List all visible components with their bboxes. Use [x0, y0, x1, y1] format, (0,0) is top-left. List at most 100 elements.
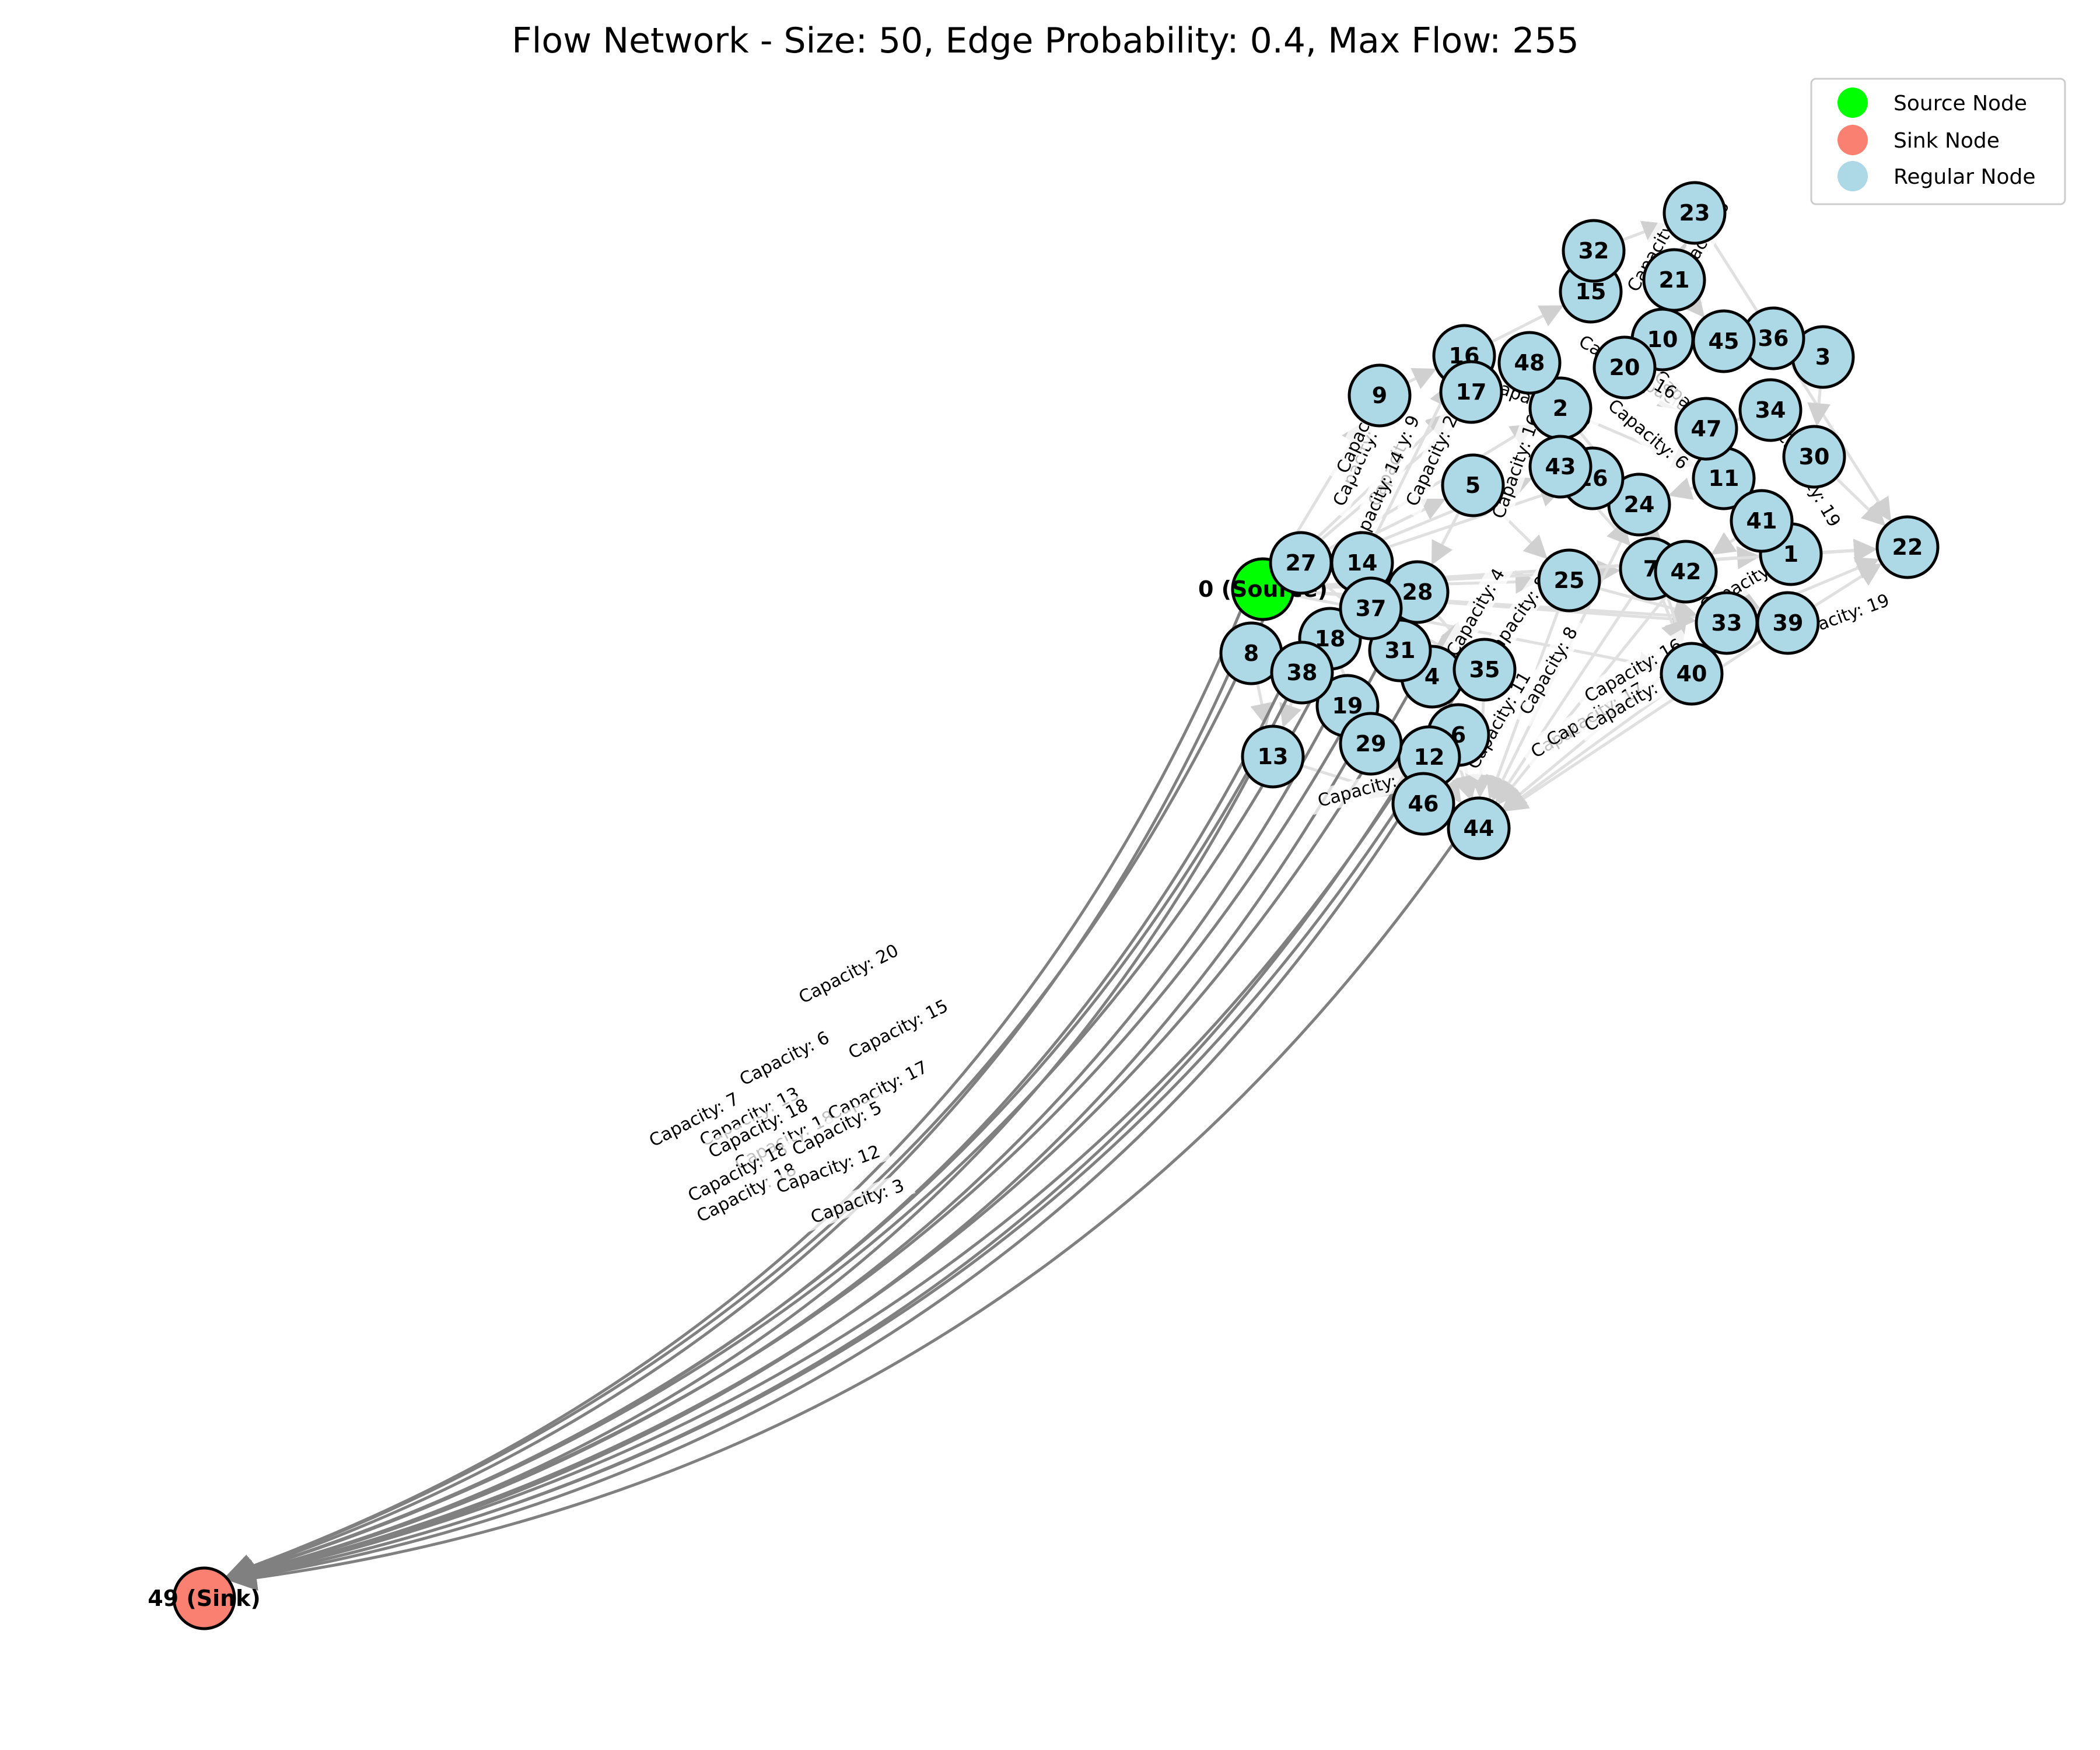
capacity-label-bg [1397, 404, 1467, 518]
capacity-label-bg [697, 1090, 820, 1168]
edge-25-to-33 [1598, 587, 1698, 621]
figure-title: Flow Network - Size: 50, Edge Probabilit… [512, 20, 1579, 61]
node-20: 20 [1592, 335, 1657, 400]
node-23-label: 23 [1679, 200, 1710, 226]
legend-marker-source [1838, 88, 1868, 118]
legend-label-regular: Regular Node [1894, 165, 2035, 189]
node-47-circle [1674, 397, 1738, 461]
node-49-circle [172, 1566, 236, 1630]
node-13-label: 13 [1258, 744, 1289, 769]
node-22-label: 22 [1892, 534, 1923, 560]
node-41: 41 [1730, 489, 1794, 553]
capacity-label-bg [728, 1022, 841, 1096]
node-25-circle [1537, 548, 1601, 612]
node-32: 32 [1562, 219, 1626, 283]
edge-8-to-sink [226, 673, 1230, 1581]
node-43-circle [1528, 435, 1592, 499]
node-29-circle [1339, 712, 1403, 776]
node-42-circle [1654, 540, 1718, 604]
node-37-label: 37 [1356, 596, 1387, 621]
capacity-label-bg [765, 1137, 891, 1202]
node-8-label: 8 [1244, 640, 1259, 666]
node-17-label: 17 [1456, 379, 1487, 405]
node-33-label: 33 [1712, 610, 1742, 636]
node-43-label: 43 [1545, 454, 1576, 480]
edge-5-to-28 [1431, 511, 1461, 565]
node-23-circle [1662, 181, 1727, 245]
node-21-circle [1642, 248, 1706, 312]
node-38: 38 [1270, 640, 1334, 705]
node-3-label: 3 [1815, 344, 1831, 370]
legend-marker-sink [1838, 125, 1868, 155]
node-45-label: 45 [1709, 328, 1740, 354]
node-17: 17 [1439, 360, 1503, 424]
node-28-label: 28 [1402, 579, 1433, 605]
legend-label-source: Source Node [1894, 92, 2027, 116]
node-38-circle [1270, 640, 1334, 705]
node-38-label: 38 [1287, 660, 1318, 685]
node-2: 2 [1528, 376, 1592, 440]
node-29-label: 29 [1356, 731, 1387, 757]
capacity-label-bg [1510, 615, 1588, 727]
sink-edge-layer [226, 583, 1462, 1591]
legend-label-sink: Sink Node [1894, 129, 2000, 153]
legend-item-sink: Sink Node [1838, 125, 2000, 155]
node-20-label: 20 [1609, 355, 1640, 380]
node-48-circle [1497, 331, 1562, 395]
node-13: 13 [1241, 724, 1305, 789]
node-42-label: 42 [1671, 559, 1702, 584]
node-40: 40 [1660, 642, 1724, 706]
capacity-label-bg [837, 991, 960, 1069]
legend-item-source: Source Node [1838, 88, 2027, 118]
node-21-label: 21 [1659, 267, 1690, 293]
edge-11-to-24 [1668, 477, 1696, 500]
node-27: 27 [1269, 531, 1333, 595]
node-44-label: 44 [1464, 816, 1494, 841]
node-17-circle [1439, 360, 1503, 424]
legend-frame [1810, 78, 2066, 205]
node-3: 3 [1791, 325, 1855, 389]
capacity-label-text: Capacity: 6 [736, 1027, 832, 1090]
capacity-label-bg [799, 1171, 916, 1233]
node-40-label: 40 [1676, 661, 1707, 687]
node-45: 45 [1692, 309, 1756, 373]
edge-21-to-45 [1681, 292, 1705, 318]
edge-31-to-sink [228, 668, 1378, 1584]
node-44: 44 [1447, 796, 1511, 860]
edge-46-to-sink [230, 820, 1399, 1589]
node-23: 23 [1662, 181, 1727, 245]
node-39: 39 [1756, 591, 1820, 655]
edge-6-to-sink [229, 751, 1435, 1588]
node-34-label: 34 [1755, 397, 1786, 423]
capacity-label: Capacity: 15 [837, 991, 960, 1069]
capacity-label: Capacity: 20 [788, 935, 910, 1013]
edge-35-to-sink [229, 687, 1462, 1587]
node-34: 34 [1738, 378, 1803, 442]
capacity-label-bg [780, 1092, 894, 1166]
node-9-circle [1348, 363, 1412, 428]
edge-7-to-44 [1495, 593, 1636, 803]
node-44-circle [1447, 796, 1511, 860]
edge-38-to-13 [1279, 701, 1302, 728]
node-41-circle [1730, 489, 1794, 553]
node-27-circle [1269, 531, 1333, 595]
node-5-circle [1441, 453, 1505, 517]
node-11-label: 11 [1709, 466, 1740, 491]
node-35-label: 35 [1469, 657, 1500, 682]
node-32-circle [1562, 219, 1626, 283]
node-49-label: 49 (Sink) [148, 1586, 261, 1611]
node-35: 35 [1452, 638, 1517, 702]
capacity-label-bg [638, 1083, 751, 1157]
edge-41-to-42 [1711, 532, 1738, 555]
edge-37-to-sink [227, 627, 1349, 1583]
node-30-circle [1782, 425, 1846, 489]
node-27-label: 27 [1286, 550, 1317, 576]
node-41-label: 41 [1746, 508, 1777, 534]
node-42: 42 [1654, 540, 1718, 604]
node-48-label: 48 [1514, 350, 1545, 376]
node-24: 24 [1607, 473, 1671, 537]
node-15-label: 15 [1576, 279, 1606, 304]
node-20-circle [1592, 335, 1657, 400]
node-2-label: 2 [1553, 396, 1568, 421]
node-12-label: 12 [1414, 744, 1445, 770]
